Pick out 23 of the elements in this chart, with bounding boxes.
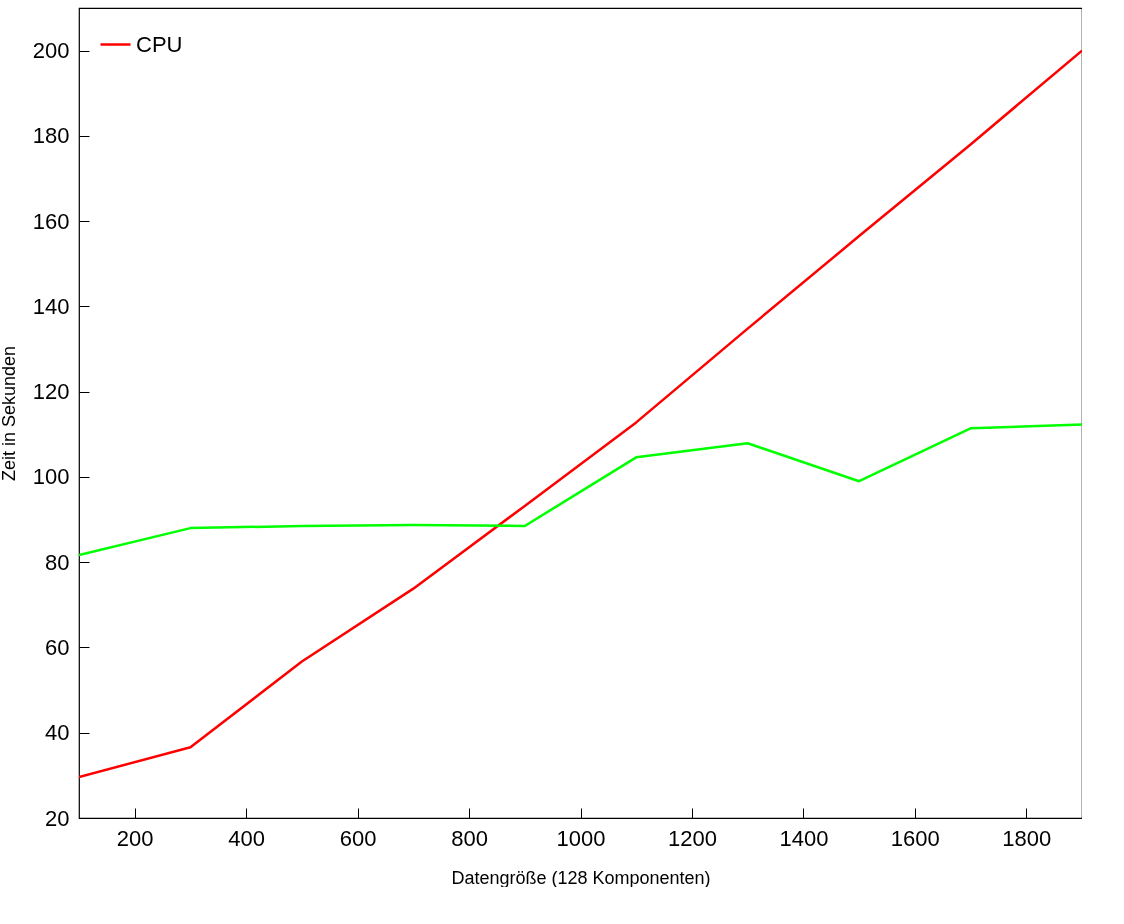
x-tick-label: 600 (339, 825, 377, 851)
y-tick-label: 180 (32, 123, 70, 149)
y-tick-label: 100 (32, 464, 70, 490)
x-tick-label: 1600 (890, 825, 940, 851)
y-tick-label: 80 (45, 549, 70, 575)
x-axis-title: Datengröße (128 Komponenten) (451, 867, 711, 888)
x-tick-label: 1200 (667, 825, 717, 851)
y-tick-label: 20 (45, 805, 70, 831)
y-axis-title: Zeit in Sekunden (0, 345, 19, 482)
y-tick-label: 120 (32, 379, 70, 405)
x-tick-label: 800 (451, 825, 488, 851)
line-series (79, 423, 1082, 557)
x-tick-label: 1800 (1002, 825, 1052, 851)
x-tick-label: 1400 (779, 825, 829, 851)
x-tick-label: 400 (228, 825, 266, 851)
x-tick-label: 1000 (556, 825, 606, 851)
y-tick-label: 140 (32, 293, 70, 319)
legend-label: CPU (136, 31, 183, 57)
y-tick-label: 200 (32, 38, 70, 64)
x-tick-label: 200 (116, 825, 154, 851)
y-tick-label: 40 (45, 720, 70, 746)
y-tick-label: 60 (45, 634, 70, 660)
y-tick-label: 160 (32, 208, 70, 234)
